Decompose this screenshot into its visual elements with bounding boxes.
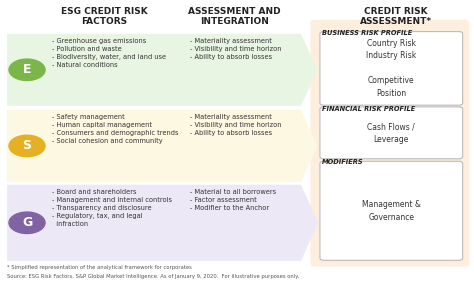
- Text: ESG CREDIT RISK
FACTORS: ESG CREDIT RISK FACTORS: [61, 7, 148, 27]
- Text: CREDIT RISK
ASSESSMENT*: CREDIT RISK ASSESSMENT*: [360, 7, 432, 27]
- Text: - Materiality assessment
- Visibility and time horizon
- Ability to absorb losse: - Materiality assessment - Visibility an…: [190, 38, 281, 60]
- Text: BUSINESS RISK PROFILE: BUSINESS RISK PROFILE: [322, 30, 412, 36]
- Text: - Safety management
- Human capital management
- Consumers and demographic trend: - Safety management - Human capital mana…: [52, 114, 179, 144]
- Text: Source: ESG Risk Factors, S&P Global Market Intelligence. As of January 9, 2020.: Source: ESG Risk Factors, S&P Global Mar…: [7, 274, 300, 279]
- Polygon shape: [7, 185, 318, 261]
- Text: - Materiality assessment
- Visibility and time horizon
- Ability to absorb losse: - Materiality assessment - Visibility an…: [190, 114, 281, 136]
- Circle shape: [9, 212, 45, 233]
- Text: G: G: [22, 216, 32, 229]
- FancyBboxPatch shape: [320, 161, 463, 260]
- Text: MODIFIERS: MODIFIERS: [322, 159, 364, 165]
- FancyBboxPatch shape: [310, 20, 469, 266]
- FancyBboxPatch shape: [320, 32, 463, 105]
- Polygon shape: [7, 34, 317, 106]
- Text: - Material to all borrowers
- Factor assessment
- Modifier to the Anchor: - Material to all borrowers - Factor ass…: [190, 189, 276, 211]
- Circle shape: [9, 59, 45, 81]
- Text: Country Risk
Industry Risk

Competitive
Position: Country Risk Industry Risk Competitive P…: [366, 39, 417, 98]
- Text: - Greenhouse gas emissions
- Pollution and waste
- Biodiversity, water, and land: - Greenhouse gas emissions - Pollution a…: [52, 38, 166, 68]
- Text: - Board and shareholders
- Management and internal controls
- Transparency and d: - Board and shareholders - Management an…: [52, 189, 172, 227]
- Text: FINANCIAL RISK PROFILE: FINANCIAL RISK PROFILE: [322, 106, 416, 112]
- Text: Cash Flows /
Leverage: Cash Flows / Leverage: [367, 122, 415, 144]
- Text: E: E: [23, 63, 31, 76]
- Polygon shape: [7, 110, 317, 182]
- FancyBboxPatch shape: [320, 107, 463, 159]
- Text: ASSESSMENT AND
INTEGRATION: ASSESSMENT AND INTEGRATION: [188, 7, 281, 27]
- Text: Management &
Governance: Management & Governance: [362, 200, 421, 222]
- Text: S: S: [23, 139, 31, 153]
- Text: * Simplified representation of the analytical framework for corporates: * Simplified representation of the analy…: [7, 265, 192, 270]
- Circle shape: [9, 135, 45, 157]
